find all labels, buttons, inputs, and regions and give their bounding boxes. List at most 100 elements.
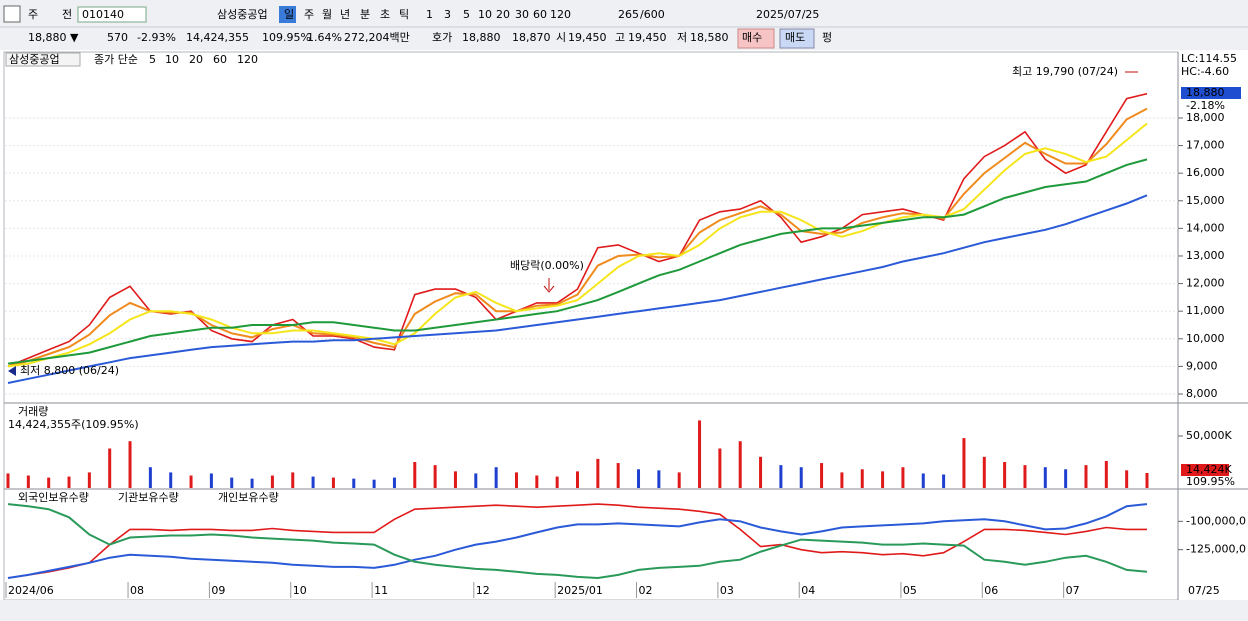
x-tick-label: 10 <box>293 584 307 597</box>
toolbar-item[interactable]: 60 <box>533 8 547 21</box>
toolbar-item[interactable]: 30 <box>515 8 529 21</box>
toolbar-item[interactable]: 5 <box>463 8 470 21</box>
volume-bar <box>352 478 356 488</box>
toolbar-item[interactable]: 3 <box>444 8 451 21</box>
toolbar-item[interactable]: 20 <box>496 8 510 21</box>
legend-entry: 20 <box>189 53 203 66</box>
legend-entry: 120 <box>237 53 258 66</box>
quote-item: 570 <box>107 31 128 44</box>
toolbar-item[interactable]: 주 <box>28 8 38 21</box>
volume-bar <box>26 475 30 488</box>
legend-entry: 10 <box>165 53 179 66</box>
volume-bar <box>474 473 478 488</box>
y-tick-label: 13,000 <box>1186 249 1225 262</box>
toolbar-item[interactable]: 년 <box>340 8 350 21</box>
last-volume: 14,424K <box>1186 463 1232 476</box>
volume-bar <box>250 478 254 488</box>
sell-button[interactable] <box>779 28 815 49</box>
volume-bar <box>881 471 885 488</box>
volume-bar <box>860 469 864 488</box>
volume-bar <box>1003 462 1007 488</box>
x-tick-label: 04 <box>801 584 815 597</box>
volume-bar <box>494 467 498 488</box>
x-tick-label: 06 <box>984 584 998 597</box>
y-tick-label: 15,000 <box>1186 194 1225 207</box>
volume-bar <box>698 420 702 488</box>
legend-entry: 개인보유수량 <box>218 491 279 504</box>
quote-item: 18,580 <box>690 31 729 44</box>
volume-bar <box>230 477 234 488</box>
last-ratio: 109.95% <box>1186 475 1235 488</box>
hc-label: HC:-4.60 <box>1181 65 1229 78</box>
menu-button[interactable] <box>3 5 21 23</box>
toolbar-item[interactable]: 삼성중공업 <box>217 8 268 21</box>
toolbar-item[interactable]: 2025/07/25 <box>756 8 819 21</box>
x-tick-label: 12 <box>476 584 490 597</box>
last-change: -2.18% <box>1186 99 1225 112</box>
volume-bar <box>108 448 112 488</box>
code-box[interactable] <box>77 6 147 23</box>
toolbar-item[interactable]: 월 <box>322 8 332 21</box>
series-line <box>7 194 1148 384</box>
quote-item: 저 <box>677 31 687 44</box>
y-tick-label: -125,000,0 <box>1186 543 1246 556</box>
toolbar-item[interactable]: 1 <box>426 8 433 21</box>
toolbar-item[interactable]: 분 <box>360 8 370 21</box>
y-tick-label: 8,000 <box>1186 387 1218 400</box>
volume-bar <box>718 448 722 488</box>
chart-subtitle: 종가 단순 <box>94 53 138 66</box>
quote-item[interactable]: 매도 <box>785 31 805 44</box>
quote-item: 1.64% <box>307 31 342 44</box>
toolbar-item[interactable]: 10 <box>478 8 492 21</box>
last-date: 07/25 <box>1188 584 1220 597</box>
last-price: 18,880 <box>1186 86 1225 99</box>
toolbar-item[interactable]: 틱 <box>399 8 409 21</box>
quote-item: 109.95% <box>262 31 311 44</box>
toolbar-item[interactable]: 265 <box>618 8 639 21</box>
period-selected[interactable] <box>279 6 296 23</box>
toolbar-item[interactable]: /600 <box>640 8 665 21</box>
y-tick-label: 17,000 <box>1186 139 1225 152</box>
chart-title: 삼성중공업 <box>9 53 60 66</box>
last-volume-box <box>1181 464 1229 476</box>
quote-item[interactable]: 펑 <box>822 31 832 44</box>
volume-bar <box>514 472 518 488</box>
quote-item[interactable]: 매수 <box>742 31 762 44</box>
volume-bar <box>759 456 763 488</box>
volume-bar <box>982 456 986 488</box>
volume-bar <box>779 465 783 488</box>
volume-bar <box>128 441 132 488</box>
buy-button[interactable] <box>737 28 775 49</box>
toolbar-item[interactable]: 120 <box>550 8 571 21</box>
volume-bar <box>901 467 905 488</box>
volume-bar <box>1064 469 1068 488</box>
volume-bar <box>87 472 91 488</box>
volume-bar <box>433 465 437 488</box>
volume-bar <box>47 477 51 488</box>
chart-frame <box>3 51 1179 601</box>
quote-item: 14,424,355 <box>186 31 249 44</box>
volume-bar <box>555 476 559 488</box>
volume-bar <box>6 473 10 488</box>
toolbar-item[interactable]: 일 <box>284 7 294 21</box>
volume-bar <box>1023 465 1027 488</box>
x-tick-label: 09 <box>211 584 225 597</box>
quote-item: 272,204백만 <box>344 31 410 44</box>
x-tick-label: 03 <box>720 584 734 597</box>
toolbar-item[interactable]: 주 <box>304 8 314 21</box>
x-tick-label: 2025/01 <box>557 584 603 597</box>
toolbar-item[interactable]: 010140 <box>82 8 124 21</box>
volume-bar <box>677 472 681 488</box>
volume-bar <box>331 477 335 488</box>
toolbar-item[interactable]: 전 <box>62 8 72 21</box>
volume-bar <box>392 477 396 488</box>
series-line <box>7 503 1148 580</box>
toolbar-item[interactable]: 초 <box>380 8 390 21</box>
y-tick-label: -100,000,0 <box>1186 514 1246 527</box>
y-tick-label: 16,000 <box>1186 166 1225 179</box>
legend-entry: 60 <box>213 53 227 66</box>
x-tick-label: 02 <box>639 584 653 597</box>
legend-entry: 5 <box>149 53 156 66</box>
